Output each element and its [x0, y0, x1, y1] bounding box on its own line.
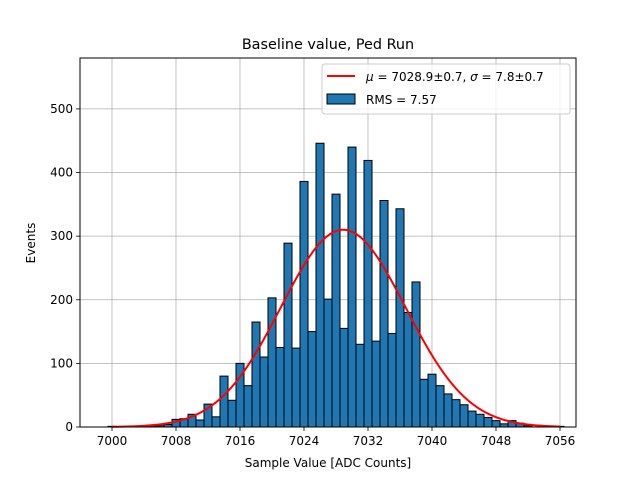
legend: μ = 7028.9±0.7, σ = 7.8±0.7 RMS = 7.57 — [321, 63, 571, 115]
x-tick-label: 7000 — [97, 434, 128, 448]
histogram-bar — [219, 375, 229, 428]
histogram-bar — [291, 347, 301, 428]
axes-frame — [79, 57, 577, 428]
x-tick-label: 7032 — [353, 434, 384, 448]
histogram-bar — [275, 346, 285, 428]
histogram-bar — [459, 404, 469, 428]
legend-histogram-label: RMS = 7.57 — [366, 93, 437, 107]
histogram-bar — [371, 340, 381, 428]
legend-fit-label: μ = 7028.9±0.7, σ = 7.8±0.7 — [365, 70, 544, 84]
histogram-bar — [299, 180, 309, 428]
x-tick-label: 7024 — [289, 434, 320, 448]
histogram-bar — [331, 193, 341, 428]
histogram-bar — [475, 413, 485, 428]
histogram-bar — [435, 385, 445, 428]
histogram-bar — [387, 332, 397, 428]
histogram-bar — [307, 331, 317, 428]
y-axis-label: Events — [24, 223, 38, 264]
histogram-bar — [403, 311, 413, 428]
x-tick-label: 7048 — [481, 434, 512, 448]
y-tick-label: 300 — [50, 229, 73, 243]
histogram-bar — [483, 416, 493, 428]
gaussian-fit-curve — [111, 228, 561, 428]
histogram-bar — [355, 343, 365, 428]
y-tick-label: 200 — [50, 293, 73, 307]
histogram-bar — [251, 321, 261, 428]
histogram-bar — [195, 419, 205, 428]
legend-sigma-symbol: σ — [470, 70, 478, 84]
histogram-bar — [395, 208, 405, 428]
histogram-bar — [243, 385, 253, 428]
histogram-bar — [411, 281, 421, 428]
histogram-bar — [363, 159, 373, 428]
histogram-bar — [451, 399, 461, 428]
histogram-bar — [347, 146, 357, 428]
histogram-bar — [339, 327, 349, 428]
x-tick-label: 7016 — [225, 434, 256, 448]
x-tick-label: 7056 — [545, 434, 576, 448]
y-tick-label: 400 — [50, 166, 73, 180]
x-tick-label: 7008 — [161, 434, 192, 448]
x-tick-label: 7040 — [417, 434, 448, 448]
histogram-bar — [379, 200, 389, 428]
legend-mu-value: = 7028.9±0.7, — [374, 70, 470, 84]
legend-mu-symbol: μ — [365, 70, 374, 84]
histogram-bar — [323, 298, 333, 428]
x-axis-label: Sample Value [ADC Counts] — [245, 456, 411, 470]
legend-box — [321, 63, 571, 115]
y-axis-ticks: 0 100 200 300 400 500 — [50, 102, 80, 434]
histogram-bar — [419, 378, 429, 428]
histogram-bar — [315, 142, 325, 428]
histogram-bar — [427, 373, 437, 428]
histogram-bar — [259, 356, 269, 428]
x-axis-ticks: 7000 7008 7016 7024 7032 7040 7048 7056 — [97, 427, 576, 448]
chart-title: Baseline value, Ped Run — [242, 37, 414, 53]
histogram-bar — [227, 399, 237, 428]
histogram-bar — [211, 416, 221, 428]
y-tick-label: 100 — [50, 356, 73, 370]
legend-sigma-value: = 7.8±0.7 — [478, 70, 544, 84]
histogram-bar — [443, 393, 453, 428]
histogram-bar — [283, 242, 293, 428]
fit-curve-line — [111, 228, 561, 428]
histogram-bars — [107, 142, 565, 428]
histogram-bar — [467, 410, 477, 428]
histogram-bar — [491, 420, 501, 428]
y-tick-label: 500 — [50, 102, 73, 116]
y-tick-label: 0 — [65, 420, 73, 434]
legend-histogram-swatch — [326, 93, 356, 105]
